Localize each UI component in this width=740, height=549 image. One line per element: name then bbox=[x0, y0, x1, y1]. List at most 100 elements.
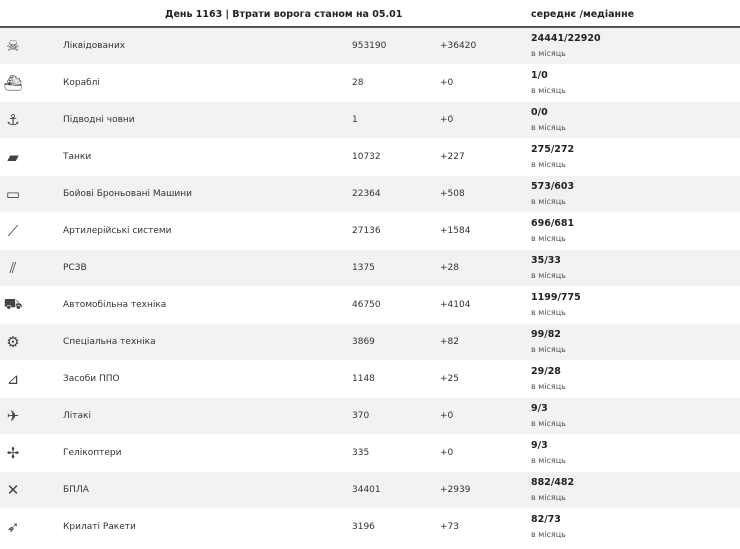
table-row: ⟋ Артилерійські системи 27136 +1584 696/681 в… bbox=[0, 213, 740, 250]
table-row: ⫽ РСЗВ 1375 +28 35/33 в місяць bbox=[0, 250, 740, 287]
row-total: 46750 bbox=[352, 300, 381, 310]
table-row: ✕ БПЛА 34401 +2939 882/482 в місяць bbox=[0, 472, 740, 509]
table-row: ⚙ Спеціальна техніка 3869 +82 99/82 в місяць bbox=[0, 324, 740, 361]
row-total: 1148 bbox=[352, 374, 375, 384]
table-row: ▰ Танки 10732 +227 275/272 в місяць bbox=[0, 139, 740, 176]
row-delta: +82 bbox=[440, 337, 459, 347]
row-delta: +2939 bbox=[440, 485, 471, 495]
row-label: БПЛА bbox=[63, 485, 89, 495]
row-label: Бойові Броньовані Машини bbox=[63, 189, 192, 199]
row-per-month: в місяць bbox=[531, 308, 566, 317]
table-row: ⛟ Автомобільна техніка 46750 +4104 1199/775 в… bbox=[0, 287, 740, 324]
row-average-median: 99/82 bbox=[531, 329, 561, 340]
row-label: РСЗВ bbox=[63, 263, 87, 273]
row-delta: +73 bbox=[440, 522, 459, 532]
row-delta: +0 bbox=[440, 115, 454, 125]
tank-icon: ▰ bbox=[7, 148, 19, 166]
row-label: Артилерійські системи bbox=[63, 226, 172, 236]
row-average-median: 573/603 bbox=[531, 181, 575, 192]
special-equipment-icon: ⚙ bbox=[6, 333, 20, 351]
table-title: День 1163 | Втрати ворога станом на 05.0… bbox=[165, 9, 403, 20]
row-total: 953190 bbox=[352, 41, 387, 51]
soldiers-icon: ☠ bbox=[6, 37, 20, 55]
table-row: ⚓ Підводні човни 1 +0 0/0 в місяць bbox=[0, 102, 740, 139]
row-label: Кораблі bbox=[63, 78, 100, 88]
row-total: 1 bbox=[352, 115, 358, 125]
row-total: 335 bbox=[352, 448, 370, 458]
row-total: 34401 bbox=[352, 485, 381, 495]
row-total: 1375 bbox=[352, 263, 375, 273]
row-total: 28 bbox=[352, 78, 364, 88]
row-average-median: 0/0 bbox=[531, 107, 548, 118]
row-per-month: в місяць bbox=[531, 86, 566, 95]
row-delta: +4104 bbox=[440, 300, 471, 310]
armored-vehicle-icon: ▭ bbox=[5, 185, 21, 203]
row-per-month: в місяць bbox=[531, 160, 566, 169]
table-header: День 1163 | Втрати ворога станом на 05.0… bbox=[0, 0, 740, 28]
row-delta: +0 bbox=[440, 411, 454, 421]
row-per-month: в місяць bbox=[531, 271, 566, 280]
row-per-month: в місяць bbox=[531, 419, 566, 428]
row-per-month: в місяць bbox=[531, 234, 566, 243]
row-total: 10732 bbox=[352, 152, 381, 162]
row-label: Підводні човни bbox=[63, 115, 135, 125]
row-delta: +0 bbox=[440, 78, 454, 88]
helicopter-icon: ✢ bbox=[6, 444, 20, 462]
table-row: ➶ Крилаті Ракети 3196 +73 82/73 в місяць bbox=[0, 509, 740, 546]
submarine-icon: ⚓ bbox=[6, 111, 20, 129]
row-average-median: 29/28 bbox=[531, 366, 561, 377]
table-row: ⛴ Кораблі 28 +0 1/0 в місяць bbox=[0, 65, 740, 102]
row-total: 3196 bbox=[352, 522, 375, 532]
average-median-header: середнє /медіанне bbox=[531, 9, 635, 20]
air-defense-icon: ⊿ bbox=[6, 370, 20, 388]
row-average-median: 882/482 bbox=[531, 477, 575, 488]
drone-icon: ✕ bbox=[6, 481, 20, 499]
row-average-median: 1/0 bbox=[531, 70, 548, 81]
artillery-icon: ⟋ bbox=[7, 222, 19, 240]
row-label: Спеціальна техніка bbox=[63, 337, 156, 347]
row-average-median: 9/3 bbox=[531, 440, 548, 451]
row-total: 3869 bbox=[352, 337, 375, 347]
row-delta: +227 bbox=[440, 152, 465, 162]
row-delta: +508 bbox=[440, 189, 465, 199]
losses-table: ☠ Ліквідованих 953190 +36420 24441/22920 в мі… bbox=[0, 28, 740, 546]
row-average-median: 696/681 bbox=[531, 218, 575, 229]
row-label: Літакі bbox=[63, 411, 91, 421]
table-row: ✈ Літакі 370 +0 9/3 в місяць bbox=[0, 398, 740, 435]
row-label: Автомобільна техніка bbox=[63, 300, 167, 310]
row-total: 27136 bbox=[352, 226, 381, 236]
row-per-month: в місяць bbox=[531, 49, 566, 58]
plane-icon: ✈ bbox=[6, 407, 20, 425]
row-label: Танки bbox=[63, 152, 92, 162]
row-per-month: в місяць bbox=[531, 530, 566, 539]
row-average-median: 35/33 bbox=[531, 255, 561, 266]
ship-icon: ⛴ bbox=[3, 74, 23, 92]
row-label: Засоби ППО bbox=[63, 374, 120, 384]
row-delta: +25 bbox=[440, 374, 459, 384]
row-average-median: 275/272 bbox=[531, 144, 575, 155]
row-total: 370 bbox=[352, 411, 370, 421]
table-row: ☠ Ліквідованих 953190 +36420 24441/22920 в мі… bbox=[0, 28, 740, 65]
row-delta: +1584 bbox=[440, 226, 471, 236]
row-per-month: в місяць bbox=[531, 123, 566, 132]
row-per-month: в місяць bbox=[531, 345, 566, 354]
row-average-median: 1199/775 bbox=[531, 292, 581, 303]
row-label: Ліквідованих bbox=[63, 41, 126, 51]
row-total: 22364 bbox=[352, 189, 381, 199]
row-per-month: в місяць bbox=[531, 493, 566, 502]
row-label: Гелікоптери bbox=[63, 448, 122, 458]
row-per-month: в місяць bbox=[531, 382, 566, 391]
table-row: ⊿ Засоби ППО 1148 +25 29/28 в місяць bbox=[0, 361, 740, 398]
missile-icon: ➶ bbox=[6, 518, 20, 536]
row-per-month: в місяць bbox=[531, 197, 566, 206]
row-per-month: в місяць bbox=[531, 456, 566, 465]
mlrs-icon: ⫽ bbox=[9, 259, 17, 277]
table-row: ✢ Гелікоптери 335 +0 9/3 в місяць bbox=[0, 435, 740, 472]
table-row: ▭ Бойові Броньовані Машини 22364 +508 573/60… bbox=[0, 176, 740, 213]
row-delta: +0 bbox=[440, 448, 454, 458]
row-delta: +36420 bbox=[440, 41, 477, 51]
row-average-median: 24441/22920 bbox=[531, 33, 601, 44]
truck-icon: ⛟ bbox=[3, 295, 23, 313]
row-delta: +28 bbox=[440, 263, 459, 273]
row-label: Крилаті Ракети bbox=[63, 522, 136, 532]
